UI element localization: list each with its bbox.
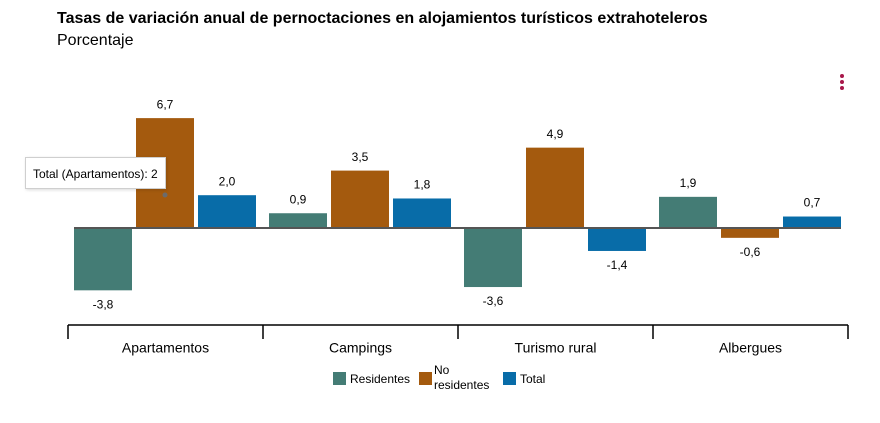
bar[interactable] — [588, 228, 646, 251]
data-label: 1,8 — [414, 178, 431, 192]
bar[interactable] — [783, 216, 841, 228]
data-label: 4,9 — [547, 127, 564, 141]
data-label: 2,0 — [219, 174, 236, 188]
x-tick-label: Apartamentos — [122, 340, 209, 356]
legend-swatch-total — [503, 372, 516, 385]
chart-subtitle: Porcentaje — [57, 32, 134, 49]
chart-title: Tasas de variación anual de pernoctacion… — [57, 10, 708, 27]
legend-label-residentes: Residentes — [350, 372, 411, 386]
bar[interactable] — [659, 196, 717, 228]
legend-swatch-residentes — [333, 372, 346, 385]
hover-marker — [162, 192, 168, 198]
bar[interactable] — [269, 213, 327, 228]
chart-tooltip: Total (Apartamentos): 2 — [25, 157, 166, 189]
data-label: -0,6 — [740, 245, 761, 259]
bar[interactable] — [331, 170, 389, 228]
data-label: -1,4 — [607, 258, 628, 272]
data-label: 1,9 — [680, 176, 697, 190]
data-label: 0,9 — [290, 192, 307, 206]
bar[interactable] — [393, 198, 451, 228]
bar[interactable] — [721, 228, 779, 238]
legend-swatch-no-residentes — [419, 372, 432, 385]
x-tick-label: Albergues — [719, 340, 782, 356]
data-label: 0,7 — [804, 196, 821, 210]
bar[interactable] — [526, 147, 584, 228]
x-tick-label: Turismo rural — [515, 340, 597, 356]
bar[interactable] — [464, 228, 522, 288]
data-label: -3,6 — [483, 294, 504, 308]
legend-label-total: Total — [520, 372, 546, 386]
data-label: 6,7 — [157, 97, 174, 111]
bar[interactable] — [198, 195, 256, 228]
vertical-dots-icon[interactable] — [835, 74, 849, 94]
bar[interactable] — [74, 228, 132, 291]
data-label: -3,8 — [93, 297, 114, 311]
legend-label-no-residentes: No residentes — [434, 363, 490, 392]
data-label: 3,5 — [352, 150, 369, 164]
x-tick-label: Campings — [329, 340, 392, 356]
